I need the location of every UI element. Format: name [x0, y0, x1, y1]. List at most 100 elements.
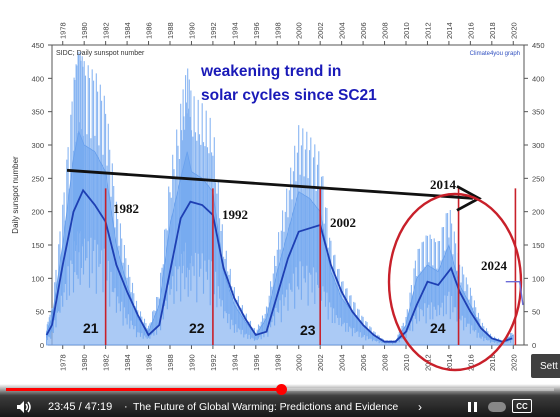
video-frame[interactable]: 450 450 400 400 350 350 300 300 250 250 200 200 150 1…	[0, 0, 560, 397]
x-tick-label-top: 2004	[338, 22, 347, 39]
cycle-max-year-label: 2024	[481, 258, 508, 273]
control-row: 23:45 / 47:19 · The Future of Global War…	[0, 398, 560, 416]
x-tick-label-top: 1996	[252, 22, 261, 39]
cycle-number-label: 22	[189, 320, 205, 336]
y-tick-label-left: 150	[31, 241, 44, 250]
cycle-number-label: 24	[430, 320, 446, 336]
x-tick-label-top: 1978	[59, 22, 68, 39]
y-axis-label: Daily sunspot number	[11, 156, 20, 234]
y-tick-label-right: 200	[532, 208, 545, 217]
x-tick-label-bottom: 1986	[145, 354, 154, 371]
y-tick-label-left: 350	[31, 108, 44, 117]
y-tick-label-left: 450	[31, 41, 44, 50]
trend-arrow-head	[456, 185, 482, 212]
cycle-max-year-label: 2014	[430, 177, 457, 192]
x-tick-label-bottom: 2002	[316, 354, 325, 371]
x-tick-label-top: 1992	[209, 22, 218, 39]
chevron-right-icon[interactable]: ›	[418, 400, 422, 414]
chapter-separator: ·	[124, 401, 128, 413]
progress-played	[6, 388, 282, 391]
cycle-max-year-label: 1992	[222, 207, 248, 222]
pause-icon	[467, 402, 477, 412]
x-tick-label-bottom: 2018	[488, 354, 497, 371]
time-separator: /	[78, 401, 82, 413]
x-tick-label-bottom: 1982	[102, 354, 111, 371]
x-tick-label-bottom: 2014	[445, 354, 454, 371]
cc-button[interactable]: CC	[512, 399, 532, 413]
volume-icon[interactable]	[14, 398, 34, 416]
y-tick-label-right: 0	[532, 341, 536, 350]
cycle-max-year-label: 2002	[330, 215, 356, 230]
x-tick-label-top: 1984	[123, 22, 132, 39]
x-tick-label-bottom: 1996	[252, 354, 261, 371]
x-tick-label-top: 1998	[273, 22, 282, 39]
cycle-number-label: 23	[300, 322, 316, 338]
x-tick-label-bottom: 1998	[273, 354, 282, 371]
x-tick-label-top: 1990	[187, 22, 196, 39]
x-tick-label-top: 1986	[145, 22, 154, 39]
x-tick-label-bottom: 2008	[381, 354, 390, 371]
time-total: 47:19	[84, 401, 113, 413]
x-tick-label-top: 2014	[445, 22, 454, 39]
x-tick-label-bottom: 2006	[359, 354, 368, 371]
source-label: SIDC; Daily sunspot number	[56, 50, 145, 57]
x-tick-label-bottom: 2016	[466, 354, 475, 371]
y-tick-label-right: 400	[532, 74, 545, 83]
cycle-number-label: 21	[83, 320, 99, 336]
x-tick-label-bottom: 1988	[166, 354, 175, 371]
y-tick-label-left: 300	[31, 141, 44, 150]
progress-scrubber[interactable]	[276, 384, 288, 395]
cycle-24-highlight-ellipse	[387, 192, 523, 372]
time-current: 23:45	[48, 401, 76, 413]
y-tick-label-left: 50	[36, 308, 44, 317]
time-display: 23:45 / 47:19	[48, 398, 112, 416]
y-tick-label-left: 0	[40, 341, 44, 350]
y-tick-label-right: 100	[532, 274, 545, 283]
x-tick-label-bottom: 2020	[509, 354, 518, 371]
x-tick-label-bottom: 1984	[123, 354, 132, 371]
trend-arrow-shaft	[66, 168, 474, 200]
x-tick-label-top: 1982	[102, 22, 111, 39]
x-tick-label-bottom: 1990	[187, 354, 196, 371]
settings-tooltip: Sett	[531, 354, 560, 378]
y-tick-label-right: 250	[532, 174, 545, 183]
x-tick-label-top: 2000	[295, 22, 304, 39]
x-tick-label-top: 2010	[402, 22, 411, 39]
forecast-marker	[505, 280, 524, 306]
x-tick-label-bottom: 1992	[209, 354, 218, 371]
y-tick-label-left: 400	[31, 74, 44, 83]
headline-line-2: solar cycles since SC21	[201, 87, 377, 104]
x-tick-label-bottom: 2004	[338, 354, 347, 371]
cycle-max-year-label: 1982	[113, 201, 139, 216]
x-tick-label-top: 2018	[488, 22, 497, 39]
y-tick-label-right: 350	[532, 108, 545, 117]
progress-bar[interactable]	[6, 384, 554, 395]
x-tick-label-bottom: 1980	[80, 354, 89, 371]
y-tick-label-right: 300	[532, 141, 545, 150]
brand-label: Climate4you graph	[470, 51, 520, 57]
x-tick-label-top: 2016	[466, 22, 475, 39]
chapter-title-button[interactable]: The Future of Global Warming: Prediction…	[133, 401, 399, 413]
headline-line-1: weakening trend in	[200, 63, 341, 80]
x-tick-label-top: 1994	[230, 22, 239, 39]
x-tick-label-bottom: 1978	[59, 354, 68, 371]
y-tick-label-left: 200	[31, 208, 44, 217]
player-controls: 23:45 / 47:19 · The Future of Global War…	[0, 384, 560, 417]
x-tick-label-bottom: 2010	[402, 354, 411, 371]
x-tick-label-top: 2002	[316, 22, 325, 39]
y-tick-label-left: 250	[31, 174, 44, 183]
x-tick-label-top: 2006	[359, 22, 368, 39]
autoplay-toggle[interactable]	[488, 402, 506, 412]
y-tick-label-right: 50	[532, 308, 540, 317]
series-running-mean	[45, 188, 513, 343]
y-tick-label-right: 150	[532, 241, 545, 250]
x-tick-label-top: 2008	[381, 22, 390, 39]
y-tick-label-left: 100	[31, 274, 44, 283]
x-tick-label-top: 2020	[509, 22, 518, 39]
x-tick-label-top: 1988	[166, 22, 175, 39]
pause-button[interactable]	[458, 398, 486, 416]
y-tick-label-right: 450	[532, 41, 545, 50]
x-tick-label-bottom: 2000	[295, 354, 304, 371]
